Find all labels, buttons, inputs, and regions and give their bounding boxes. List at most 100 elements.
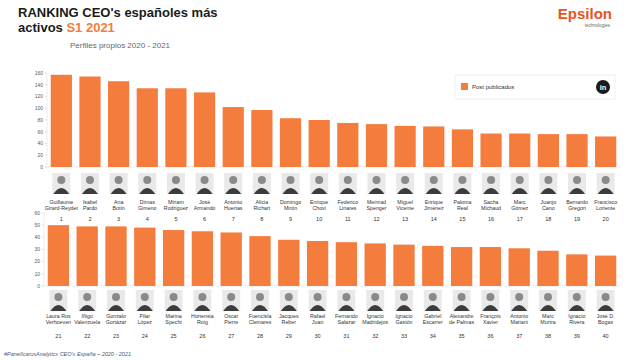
bar	[509, 248, 530, 286]
tick-label: 40	[34, 234, 40, 240]
photo-body	[540, 305, 556, 311]
photo-body	[454, 188, 470, 194]
photo	[395, 290, 413, 311]
category-line: Murtra	[540, 319, 555, 325]
tick-mark	[42, 273, 44, 274]
tick-mark	[45, 167, 47, 168]
tick-label: 20	[37, 152, 43, 158]
rank-label: 16	[488, 216, 494, 222]
category-line: Clemares	[249, 319, 272, 325]
photo-head	[372, 176, 380, 184]
tick-mark	[45, 131, 47, 132]
photo-body	[194, 305, 210, 311]
category-label: IsabelPardo	[83, 199, 97, 211]
category-label: AnaBotín	[112, 199, 124, 211]
bar	[165, 88, 186, 167]
photo-head	[344, 176, 352, 184]
logo-sub: technologies	[585, 23, 611, 28]
photo	[282, 173, 300, 194]
category-line: Juan	[312, 319, 324, 325]
photo	[167, 173, 185, 194]
tick-label: 140	[35, 82, 44, 88]
rank-label: 27	[228, 333, 234, 339]
photo-head	[287, 176, 295, 184]
photo	[568, 173, 586, 194]
category-label: JuanjoCano	[541, 199, 557, 211]
photo-body	[338, 305, 354, 311]
photo-body	[281, 305, 297, 311]
category-label: GabrielEscarrer	[423, 313, 443, 325]
tick-mark	[45, 96, 47, 97]
social-label: in	[600, 83, 607, 92]
category-label: BernardoGregori	[566, 199, 588, 211]
bar	[393, 245, 414, 286]
photo	[482, 173, 500, 194]
tick-mark	[45, 73, 47, 74]
photo-head	[458, 176, 466, 184]
photo-body	[53, 188, 69, 194]
photo	[224, 173, 242, 194]
bars	[51, 75, 617, 167]
bar	[249, 236, 270, 286]
category-label: HortensiaRoig	[191, 313, 214, 325]
photo	[539, 290, 557, 311]
category-line: Armando	[194, 205, 216, 211]
tick-label: 60	[34, 210, 40, 216]
photo	[136, 290, 154, 311]
category-line: Specht	[165, 319, 182, 325]
bar	[423, 126, 444, 167]
photo-head	[112, 293, 120, 301]
category-label: IgnacioGastón	[395, 313, 412, 325]
category-line: Gastón	[395, 319, 412, 325]
photo	[597, 290, 615, 311]
category-label: IgnacioRivera	[568, 313, 585, 325]
tick-mark	[42, 261, 44, 262]
photo-body	[569, 305, 585, 311]
photo-body	[598, 188, 614, 194]
category-label: FrançoisXavier	[480, 313, 501, 325]
category-label: IgnacioMadridejos	[362, 313, 388, 325]
rank-label: 5	[174, 216, 177, 222]
tick-label: 100	[35, 105, 44, 111]
photo-head	[172, 176, 180, 184]
page: RANKING CEO's españoles másactivos S1 20…	[0, 0, 640, 360]
bar	[538, 134, 559, 167]
category-label: José D.Bogas	[597, 313, 615, 325]
bar	[337, 123, 358, 167]
bar	[48, 225, 69, 286]
title: activos S1 2021	[18, 20, 115, 35]
photo-body	[108, 305, 124, 311]
photo	[453, 290, 471, 311]
social-icon	[596, 80, 610, 94]
bar	[251, 110, 272, 167]
tick-label: 80	[37, 117, 43, 123]
rank-label: 12	[373, 216, 379, 222]
photo	[193, 290, 211, 311]
photo-body	[137, 305, 153, 311]
photo-head	[515, 293, 523, 301]
bar	[105, 226, 126, 286]
photo-body	[82, 188, 98, 194]
category-line: Bogas	[598, 319, 613, 325]
category-label: GuillaumeGirard-Reydet	[45, 199, 79, 211]
rank-label: 26	[199, 333, 205, 339]
rank-label: 9	[289, 216, 292, 222]
photo-head	[115, 176, 123, 184]
photo-body	[111, 188, 127, 194]
rank-label: 21	[55, 333, 61, 339]
photo-body	[512, 188, 528, 194]
bar	[537, 251, 558, 286]
category-line: Rodriguez	[164, 205, 188, 211]
photo	[165, 290, 183, 311]
photo	[107, 290, 125, 311]
photo-body	[425, 305, 441, 311]
bar	[278, 240, 299, 286]
photo	[309, 290, 327, 311]
category-line: Valenzuela	[74, 319, 100, 325]
tick-label: 10	[34, 271, 40, 277]
bars	[48, 225, 617, 286]
tick-mark	[42, 213, 44, 214]
tick-mark	[45, 143, 47, 144]
photo-body	[340, 188, 356, 194]
rank-label: 38	[545, 333, 551, 339]
